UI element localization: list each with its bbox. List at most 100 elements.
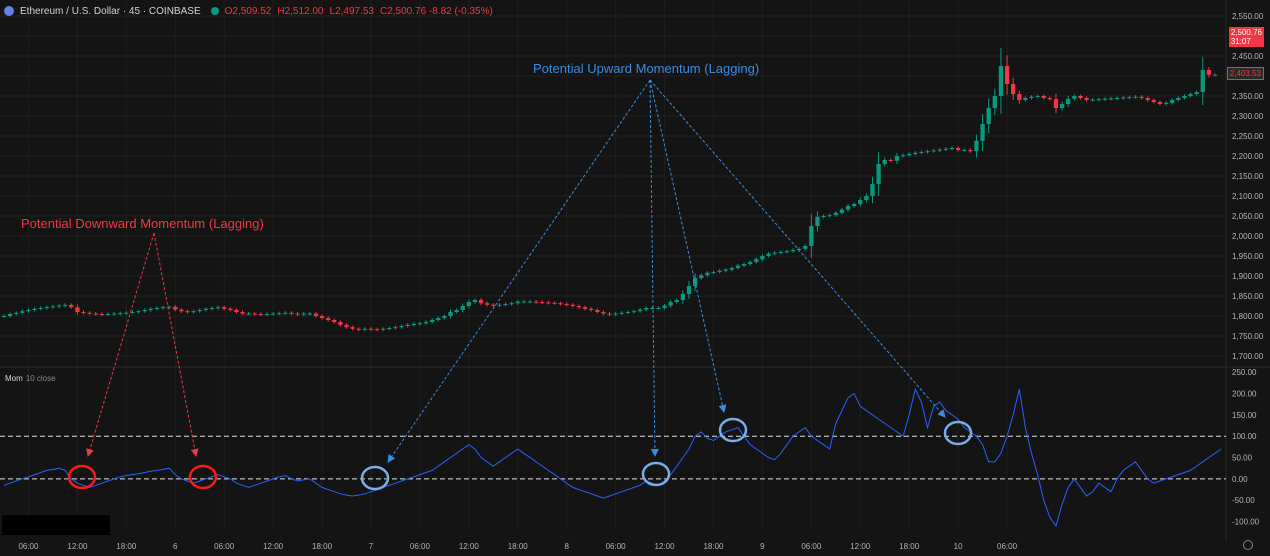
candle-body <box>215 307 221 309</box>
candle-body <box>582 307 588 309</box>
candle-body <box>864 196 869 200</box>
candle-body <box>491 304 496 306</box>
candle-body <box>283 312 288 314</box>
candle-body <box>625 312 630 313</box>
candle-body <box>1047 98 1053 100</box>
candle-body <box>166 306 172 308</box>
candle-body <box>209 308 215 309</box>
candle-body <box>136 311 141 313</box>
candle-body <box>533 301 539 303</box>
candle-body <box>478 300 484 304</box>
candle-body <box>766 253 771 256</box>
candle-body <box>399 326 404 328</box>
candle-body <box>876 164 881 184</box>
candle-body <box>637 309 643 312</box>
candle-body <box>607 313 612 315</box>
candle-body <box>1212 74 1218 76</box>
candle-body <box>1182 96 1187 98</box>
candle-body <box>44 307 49 309</box>
upward-arrow <box>649 79 727 413</box>
candle-body <box>185 311 190 313</box>
candle-body <box>570 304 575 306</box>
candle-body <box>729 268 734 270</box>
candle-body <box>423 322 429 324</box>
upward-arrow <box>649 79 946 418</box>
price-tick-label: 1,750.00 <box>1232 332 1264 341</box>
candle-body <box>809 226 814 246</box>
candle-body <box>913 152 918 154</box>
candle-body <box>222 307 227 309</box>
candle-body <box>81 312 86 313</box>
candle-body <box>1090 99 1095 101</box>
candle-body <box>14 312 19 314</box>
candle-body <box>1200 70 1205 92</box>
candle-body <box>784 251 790 253</box>
candle-body <box>790 250 796 252</box>
candle-body <box>460 306 465 310</box>
candle-body <box>356 328 361 330</box>
candle-body <box>362 328 367 330</box>
candle-body <box>393 327 398 329</box>
candle-body <box>1206 70 1212 75</box>
candle-body <box>717 270 722 272</box>
timezone-clock-icon[interactable] <box>1243 540 1253 550</box>
candle-body <box>234 310 239 312</box>
candle-body <box>50 306 56 308</box>
candle-body <box>540 302 545 303</box>
ohlc-high: H2,512.00 <box>277 5 324 17</box>
candle-body <box>130 312 135 313</box>
price-tick-label: 2,000.00 <box>1232 232 1264 241</box>
candle-body <box>179 309 184 312</box>
candle-body <box>326 318 331 320</box>
candle-body <box>1066 98 1071 104</box>
time-tick-label: 18:00 <box>312 542 333 551</box>
candle-body <box>1072 96 1077 99</box>
candle-body <box>925 151 930 153</box>
candle-body <box>1108 98 1114 100</box>
candle-body <box>1194 92 1199 94</box>
candle-body <box>998 66 1004 96</box>
momentum-tick-label: 150.00 <box>1232 411 1257 420</box>
candle-body <box>374 329 380 331</box>
candle-body <box>974 140 979 152</box>
candle-body <box>1029 96 1034 98</box>
candle-body <box>264 314 270 315</box>
candle-body <box>650 308 655 309</box>
candle-body <box>656 308 661 309</box>
candle-body <box>454 310 459 312</box>
candle-body <box>93 313 98 315</box>
momentum-line <box>3 387 1222 528</box>
downward-highlight-circle <box>67 464 97 490</box>
candle-body <box>173 306 178 310</box>
candle-body <box>466 302 471 306</box>
candle-body <box>69 304 74 308</box>
candle-body <box>1151 100 1156 102</box>
time-tick-label: 06:00 <box>18 542 39 551</box>
candle-body <box>601 312 606 314</box>
candle-body <box>485 303 490 305</box>
candle-body <box>258 314 264 315</box>
momentum-tick-label: 100.00 <box>1232 432 1257 441</box>
candle-body <box>1096 99 1101 101</box>
candle-body <box>277 313 282 315</box>
time-tick-label: 06:00 <box>606 542 627 551</box>
candle-body <box>1004 66 1010 84</box>
candle-body <box>124 312 129 314</box>
price-axis: 1,700.00 1,750.00 1,800.00 1,850.00 1,900.00… <box>1232 12 1264 527</box>
candle-body <box>429 320 435 322</box>
price-tick-label: 1,800.00 <box>1232 312 1264 321</box>
candle-body <box>962 150 967 151</box>
symbol-title[interactable]: Ethereum / U.S. Dollar · 45 · COINBASE <box>20 5 201 17</box>
candle-body <box>368 328 374 330</box>
price-tick-label: 1,900.00 <box>1232 272 1264 281</box>
time-tick-label: 06:00 <box>997 542 1018 551</box>
candle-body <box>968 150 973 152</box>
candle-body <box>1121 97 1126 99</box>
candle-body <box>613 313 618 315</box>
price-tick-label: 2,250.00 <box>1232 132 1264 141</box>
candle-body <box>949 148 955 149</box>
candle-body <box>1176 98 1181 100</box>
indicator-legend[interactable]: Mom 10 close <box>5 374 56 383</box>
market-status-icon <box>210 7 219 15</box>
candle-body <box>760 256 765 260</box>
